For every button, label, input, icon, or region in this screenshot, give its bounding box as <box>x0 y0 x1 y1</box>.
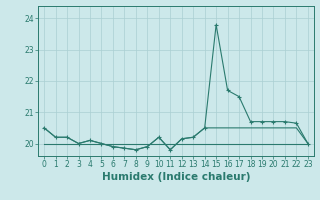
X-axis label: Humidex (Indice chaleur): Humidex (Indice chaleur) <box>102 172 250 182</box>
